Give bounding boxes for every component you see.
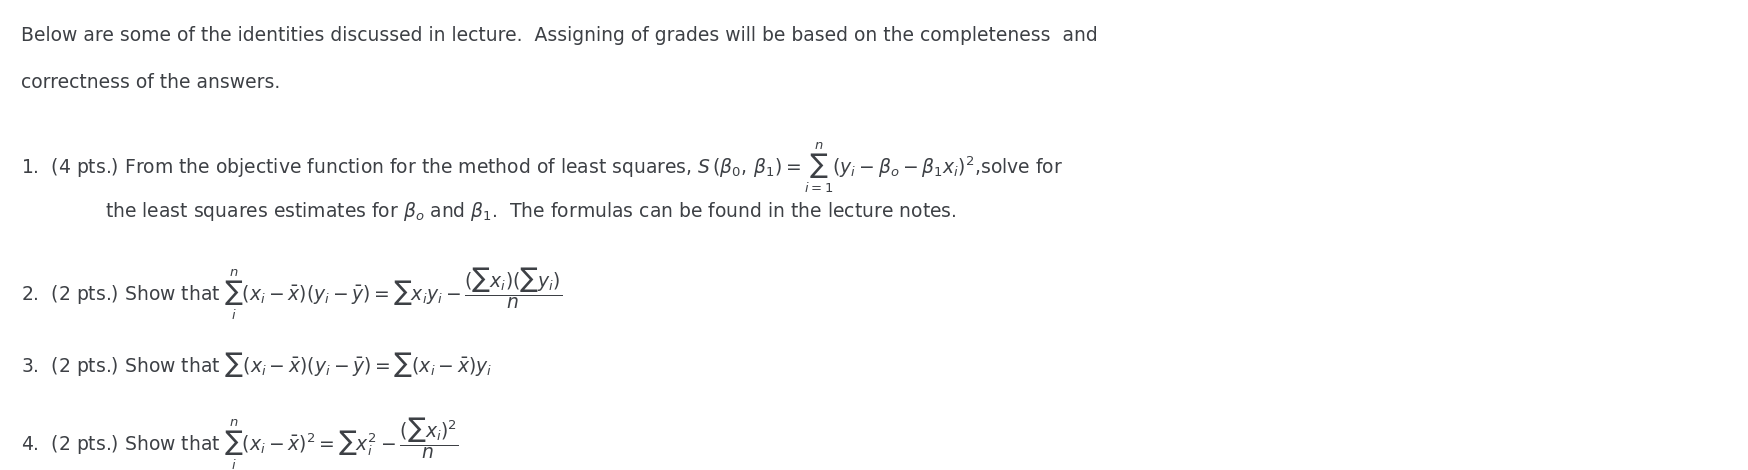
Text: the least squares estimates for $\beta_o$ and $\beta_1$.  The formulas can be fo: the least squares estimates for $\beta_o… <box>105 200 956 223</box>
Text: Below are some of the identities discussed in lecture.  Assigning of grades will: Below are some of the identities discuss… <box>21 26 1098 45</box>
Text: correctness of the answers.: correctness of the answers. <box>21 73 280 92</box>
Text: 2.  (2 pts.) Show that $\sum_i^n(x_i - \bar{x})(y_i - \bar{y}) = \sum x_i y_i - : 2. (2 pts.) Show that $\sum_i^n(x_i - \b… <box>21 266 563 321</box>
Text: 3.  (2 pts.) Show that $\sum(x_i - \bar{x})(y_i - \bar{y}) = \sum(x_i - \bar{x}): 3. (2 pts.) Show that $\sum(x_i - \bar{x… <box>21 350 493 379</box>
Text: 1.  (4 pts.) From the objective function for the method of least squares, $S\,(\: 1. (4 pts.) From the objective function … <box>21 141 1063 195</box>
Text: 4.  (2 pts.) Show that $\sum_i^n(x_i - \bar{x})^2 = \sum x_i^2 - \dfrac{(\sum x_: 4. (2 pts.) Show that $\sum_i^n(x_i - \b… <box>21 416 458 470</box>
